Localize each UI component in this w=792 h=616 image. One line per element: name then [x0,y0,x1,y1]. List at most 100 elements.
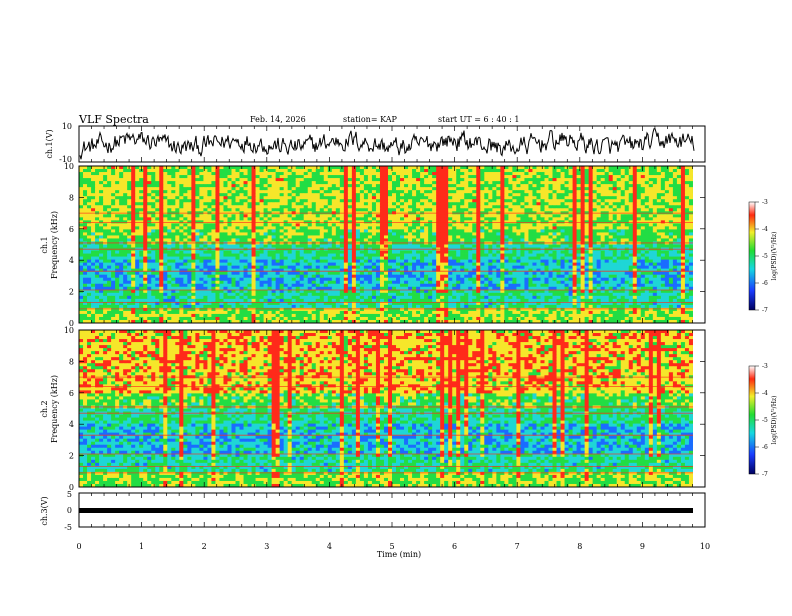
spectrogram-cell [292,169,296,172]
spectrogram-cell [540,245,544,248]
spectrogram-cell [195,202,199,205]
spectrogram-cell [131,229,135,232]
spectrogram-cell [565,169,569,172]
spectrogram-cell [416,251,420,254]
spectrogram-cell [681,175,685,178]
spectrogram-cell [440,232,444,235]
spectrogram-cell [103,260,107,263]
spectrogram-cell [516,196,520,199]
spectrogram-cell [135,181,139,184]
spectrogram-cell [256,205,260,208]
spectrogram-cell [83,199,87,202]
spectrogram-cell [645,257,649,260]
spectrogram-cell [557,190,561,193]
spectrogram-cell [412,181,416,184]
spectrogram-cell [187,254,191,257]
spectrogram-cell [171,208,175,211]
spectrogram-cell [340,232,344,235]
spectrogram-cell [681,184,685,187]
spectrogram-cell [488,187,492,190]
spectrogram-cell [115,199,119,202]
spectrogram-cell [685,235,689,238]
spectrogram-cell [404,172,408,175]
spectrogram-cell [376,229,380,232]
spectrogram-cell [476,187,480,190]
spectrogram-cell [601,214,605,217]
spectrogram-cell [536,238,540,241]
spectrogram-cell [183,184,187,187]
spectrogram-cell [248,202,252,205]
spectrogram-cell [356,175,360,178]
spectrogram-cell [492,226,496,229]
spectrogram-cell [424,217,428,220]
spectrogram-cell [440,226,444,229]
spectrogram-cell [231,202,235,205]
spectrogram-cell [476,205,480,208]
spectrogram-cell [480,196,484,199]
spectrogram-cell [372,235,376,238]
spectrogram-cell [577,190,581,193]
spectrogram-cell [304,172,308,175]
spectrogram-cell [252,226,256,229]
spectrogram-cell [573,166,577,169]
spectrogram-cell [195,257,199,260]
spectrogram-cell [328,217,332,220]
spectrogram-cell [248,184,252,187]
spectrogram-cell [536,196,540,199]
spectrogram-cell [187,169,191,172]
spectrogram-cell [352,184,356,187]
spectrogram-cell [304,257,308,260]
spectrogram-cell [609,169,613,172]
spectrogram-cell [661,178,665,181]
spectrogram-cell [488,220,492,223]
spectrogram-cell [532,196,536,199]
spectrogram-cell [585,190,589,193]
spectrogram-cell [336,245,340,248]
spectrogram-cell [179,235,183,238]
spectrogram-cell [464,226,468,229]
spectrogram-cell [569,232,573,235]
spectrogram-cell [348,235,352,238]
spectrogram-cell [99,251,103,254]
spectrogram-cell [669,235,673,238]
spectrogram-cell [388,254,392,257]
spectrogram-cell [424,214,428,217]
spectrogram-cell [119,190,123,193]
spectrogram-cell [163,196,167,199]
spectrogram-cell [436,190,440,193]
spectrogram-cell [203,254,207,257]
spectrogram-cell [119,257,123,260]
spectrogram-cell [504,172,508,175]
spectrogram-cell [248,169,252,172]
spectrogram-cell [468,254,472,257]
spectrogram-cell [665,223,669,226]
spectrogram-cell [396,232,400,235]
spectrogram-cell [452,181,456,184]
spectrogram-cell [633,181,637,184]
spectrogram-cell [195,232,199,235]
spectrogram-cell [428,232,432,235]
spectrogram-cell [284,235,288,238]
spectrogram-cell [597,214,601,217]
spectrogram-cell [203,184,207,187]
spectrogram-cell [312,235,316,238]
spectrogram-cell [681,172,685,175]
spectrogram-cell [404,235,408,238]
spectrogram-cell [496,223,500,226]
spectrogram-cell [500,169,504,172]
spectrogram-cell [300,226,304,229]
spectrogram-cell [432,217,436,220]
spectrogram-cell [292,214,296,217]
spectrogram-cell [272,187,276,190]
spectrogram-cell [665,175,669,178]
spectrogram-cell [143,245,147,248]
spectrogram-cell [356,229,360,232]
spectrogram-cell [111,178,115,181]
spectrogram-cell [641,178,645,181]
spectrogram-cell [131,217,135,220]
spectrogram-cell [272,235,276,238]
spectrogram-cell [348,169,352,172]
spectrogram-cell [79,223,83,226]
spectrogram-cell [308,257,312,260]
spectrogram-cell [231,169,235,172]
